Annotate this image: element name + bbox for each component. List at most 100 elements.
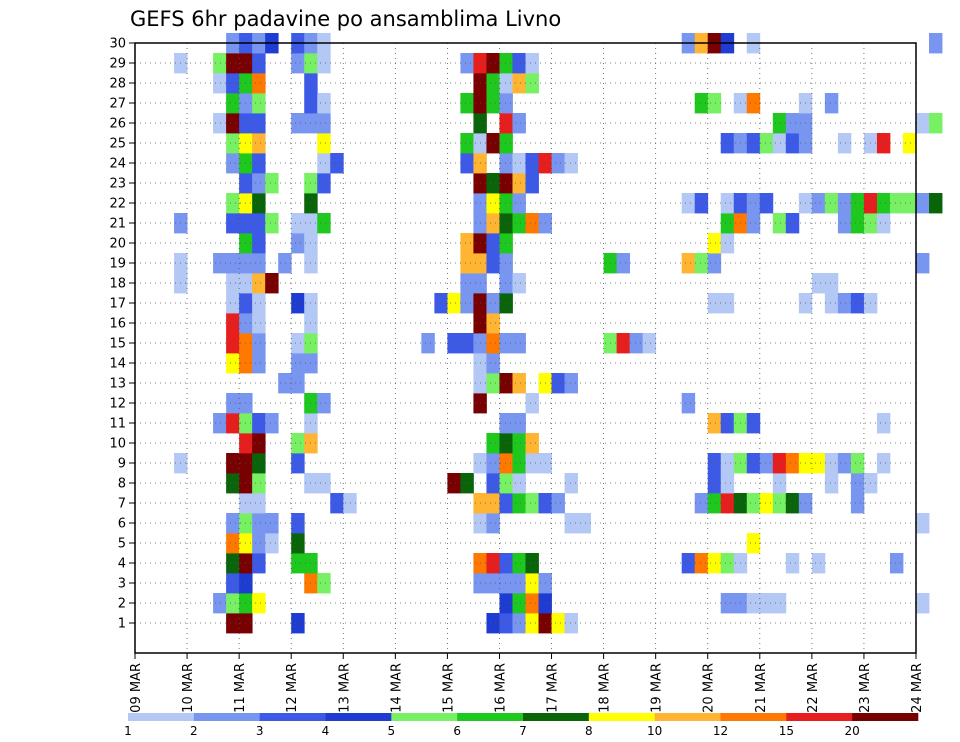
heatmap-cell	[499, 73, 513, 94]
heatmap-cell	[226, 153, 240, 174]
legend-label: 1	[124, 724, 132, 738]
heatmap-cell	[824, 193, 839, 214]
legend-label: 6	[453, 724, 461, 738]
heatmap-cell	[551, 493, 565, 514]
heatmap-cell	[707, 233, 722, 254]
heatmap-cell	[824, 273, 839, 294]
heatmap-cell	[642, 333, 657, 354]
heatmap-cell	[837, 133, 852, 154]
heatmap-cell	[291, 353, 305, 374]
heatmap-cell	[707, 493, 722, 514]
y-tick-label: 9	[118, 457, 126, 472]
heatmap-cell	[916, 193, 930, 214]
heatmap-cell	[785, 133, 800, 154]
heatmap-cell	[551, 153, 565, 174]
legend-label: 4	[322, 724, 330, 738]
heatmap-cell	[460, 53, 474, 74]
heatmap-cell	[876, 193, 891, 214]
heatmap-cell	[252, 553, 266, 574]
heatmap-cell	[759, 493, 774, 514]
heatmap-cell	[499, 213, 513, 234]
heatmap-cell	[317, 153, 331, 174]
heatmap-cell	[772, 113, 787, 134]
heatmap-cell	[785, 113, 800, 134]
heatmap-cell	[681, 393, 696, 414]
heatmap-cell	[499, 233, 513, 254]
x-tick-label: 17 MAR	[546, 663, 561, 713]
heatmap-cell	[226, 333, 240, 354]
heatmap-cell	[486, 373, 500, 394]
heatmap-cell	[746, 453, 761, 474]
heatmap-cell	[447, 333, 461, 354]
heatmap-cell	[759, 453, 774, 474]
heatmap-cell	[252, 193, 266, 214]
y-tick-label: 21	[109, 217, 126, 232]
legend-label: 2	[190, 724, 198, 738]
heatmap-cell	[746, 213, 761, 234]
x-tick-label: 14 MAR	[389, 663, 404, 713]
y-tick-label: 17	[109, 297, 126, 312]
heatmap-cell	[460, 253, 474, 274]
heatmap-cell	[226, 93, 240, 114]
heatmap-cell	[252, 93, 266, 114]
heatmap-cell	[707, 473, 722, 494]
heatmap-cell	[317, 573, 331, 594]
y-tick-label: 24	[109, 157, 126, 172]
heatmap-cell	[499, 133, 513, 154]
heatmap-cell	[486, 73, 500, 94]
heatmap-cell	[850, 453, 865, 474]
heatmap-cell	[317, 393, 331, 414]
y-tick-label: 12	[109, 397, 126, 412]
heatmap-cell	[486, 573, 500, 594]
y-tick-label: 6	[118, 517, 126, 532]
heatmap-cell	[213, 253, 227, 274]
heatmap-cell	[902, 133, 917, 154]
legend-label: 20	[845, 724, 860, 738]
heatmap-cell	[694, 93, 709, 114]
heatmap-cell	[226, 553, 240, 574]
heatmap-cell	[785, 493, 800, 514]
heatmap-cell	[746, 133, 761, 154]
heatmap-cell	[291, 333, 305, 354]
heatmap-cell	[486, 173, 500, 194]
heatmap-cell	[252, 133, 266, 154]
heatmap-cell	[746, 533, 761, 554]
heatmap-cell	[226, 393, 240, 414]
heatmap-cell	[512, 53, 526, 74]
heatmap-cell	[486, 93, 500, 114]
heatmap-cell	[512, 213, 526, 234]
x-tick-label: 16 MAR	[493, 663, 508, 713]
heatmap-cell	[837, 193, 852, 214]
y-tick-label: 23	[109, 177, 126, 192]
heatmap-cell	[226, 133, 240, 154]
x-tick-label: 24 MAR	[910, 663, 925, 713]
heatmap-cell	[525, 393, 539, 414]
heatmap-cell	[486, 493, 500, 514]
x-tick-label: 15 MAR	[441, 663, 456, 713]
heatmap-cell	[499, 413, 513, 434]
heatmap-cell	[278, 373, 292, 394]
heatmap-cell	[916, 253, 930, 274]
heatmap-cell	[226, 193, 240, 214]
heatmap-cell	[291, 613, 305, 634]
heatmap-cell	[759, 133, 774, 154]
heatmap-cell	[486, 313, 500, 334]
heatmap-cell	[252, 293, 266, 314]
heatmap-cell	[850, 473, 865, 494]
heatmap-cell	[850, 193, 865, 214]
heatmap-cell	[525, 53, 539, 74]
y-tick-label: 15	[109, 337, 126, 352]
heatmap-cell	[512, 413, 526, 434]
heatmap-cell	[499, 193, 513, 214]
heatmap-cell	[512, 593, 526, 614]
heatmap-cell	[889, 193, 904, 214]
x-tick-label: 09 MAR	[129, 663, 144, 713]
heatmap-cell	[343, 493, 357, 514]
y-tick-label: 1	[118, 617, 126, 632]
heatmap-cell	[525, 593, 539, 614]
heatmap-cell	[252, 53, 266, 74]
heatmap-cell	[772, 473, 787, 494]
heatmap-cell	[226, 253, 240, 274]
heatmap-cell	[213, 593, 227, 614]
heatmap-cell	[226, 293, 240, 314]
